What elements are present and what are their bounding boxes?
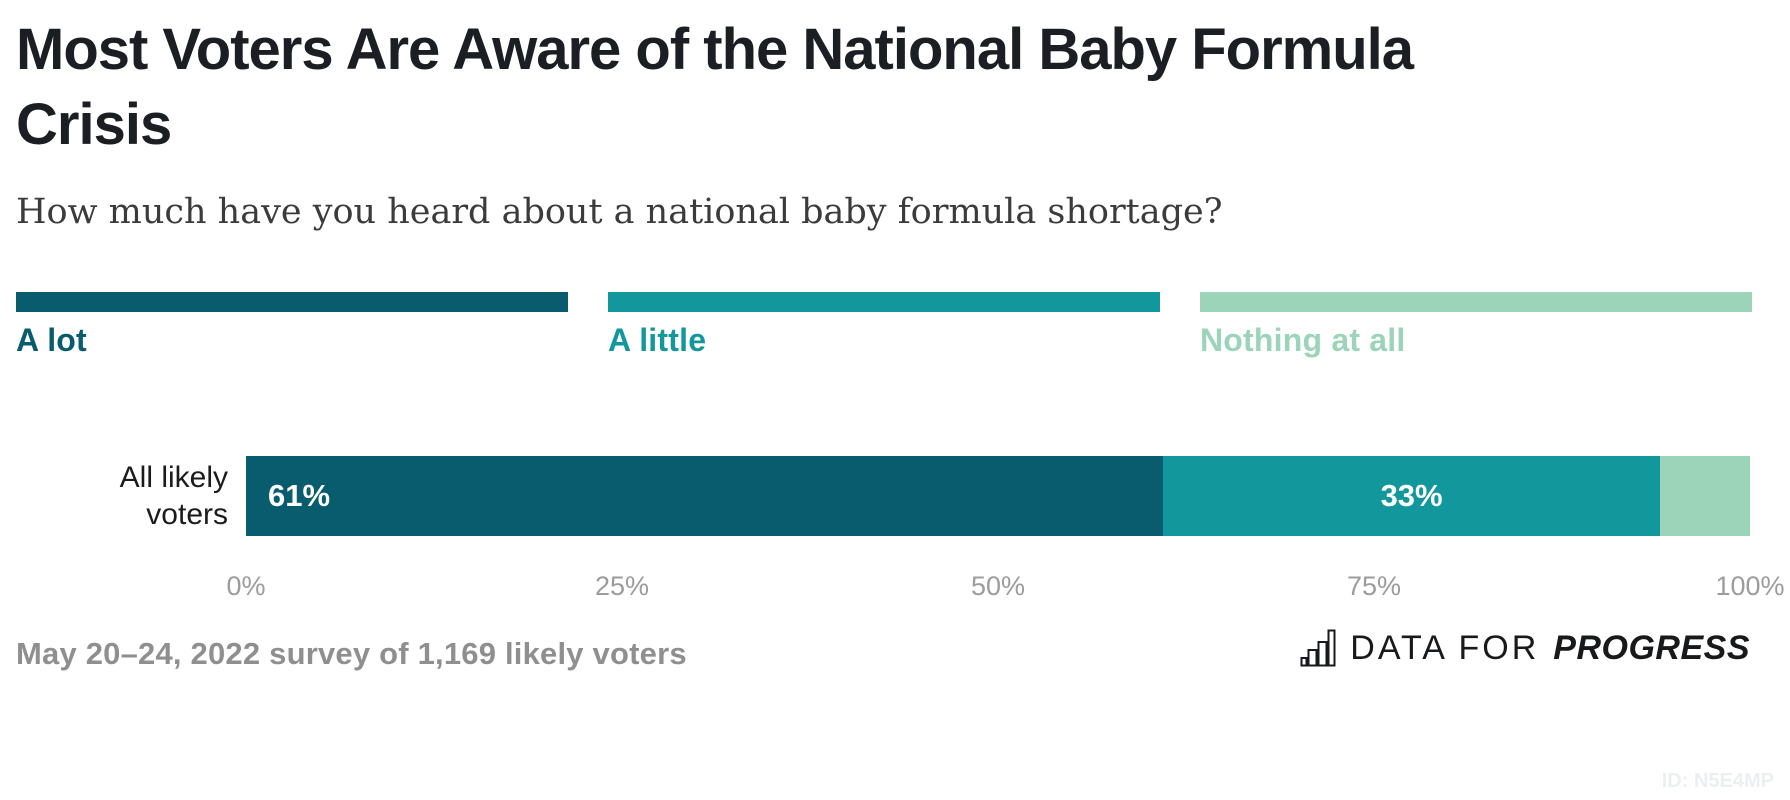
legend-label-a-little: A little	[608, 322, 707, 358]
bar-segment-a-little: 33%	[1163, 456, 1660, 536]
category-label-all-likely-voters: All likely voters	[119, 461, 228, 531]
legend: A lot A little Nothing at all	[16, 292, 1752, 359]
data-for-progress-logo: DATA FOR PROGRESS	[1300, 628, 1750, 668]
x-axis-tick-50: 50%	[970, 571, 1026, 601]
legend-item-a-little: A little	[608, 292, 1160, 359]
bar-chart-icon	[1300, 629, 1336, 667]
x-axis-tick-0: 0%	[226, 571, 266, 601]
legend-label-nothing-at-all: Nothing at all	[1200, 322, 1406, 358]
page-title-line-1: Most Voters Are Aware of the National Ba…	[16, 17, 1414, 82]
logo-text-data-for: DATA FOR	[1350, 628, 1540, 667]
page-title: Most Voters Are Aware of the National Ba…	[16, 12, 1414, 162]
bar-segment-nothing-at-all	[1659, 456, 1750, 536]
legend-item-nothing-at-all: Nothing at all	[1200, 292, 1752, 359]
legend-item-a-lot: A lot	[16, 292, 568, 359]
legend-label-a-lot: A lot	[16, 322, 87, 358]
legend-swatch-a-little	[608, 292, 1160, 312]
logo-text-progress: PROGRESS	[1553, 628, 1750, 667]
x-axis-tick-75: 75%	[1346, 571, 1402, 601]
value-label-a-little: 33%	[1380, 478, 1443, 513]
x-axis: 0% 25% 50% 75% 100%	[226, 570, 1784, 606]
value-label-a-lot: 61%	[268, 478, 331, 513]
legend-swatch-nothing-at-all	[1200, 292, 1752, 312]
page-title-line-2: Crisis	[16, 92, 172, 157]
stacked-bar-all-likely-voters: 61% 33%	[246, 456, 1750, 536]
legend-swatch-a-lot	[16, 292, 568, 312]
survey-question: How much have you heard about a national…	[16, 192, 1223, 232]
chart-id: ID: N5E4MP	[1661, 770, 1774, 792]
survey-note: May 20–24, 2022 survey of 1,169 likely v…	[16, 636, 687, 671]
x-axis-tick-25: 25%	[594, 571, 650, 601]
bar-segment-a-lot: 61%	[246, 456, 1164, 536]
x-axis-tick-100: 100%	[1715, 571, 1785, 601]
